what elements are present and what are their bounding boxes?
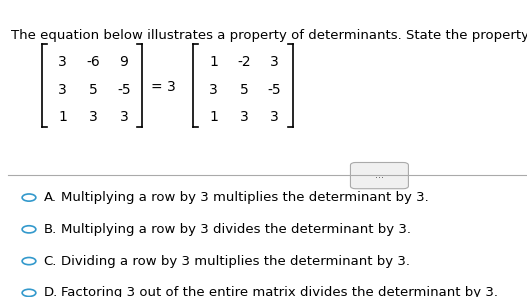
Text: 1: 1 [209,110,218,124]
Text: The equation below illustrates a property of determinants. State the property.: The equation below illustrates a propert… [11,29,527,42]
Text: 1: 1 [58,110,67,124]
Text: Dividing a row by 3 multiplies the determinant by 3.: Dividing a row by 3 multiplies the deter… [61,255,409,268]
Text: 3: 3 [270,55,279,69]
Text: -5: -5 [268,83,281,97]
Text: Multiplying a row by 3 multiplies the determinant by 3.: Multiplying a row by 3 multiplies the de… [61,191,428,204]
Text: 5: 5 [89,83,97,97]
Text: Factoring 3 out of the entire matrix divides the determinant by 3.: Factoring 3 out of the entire matrix div… [61,286,497,297]
Text: B.: B. [44,223,57,236]
Text: -2: -2 [237,55,251,69]
Text: 3: 3 [270,110,279,124]
Text: A.: A. [44,191,57,204]
Text: 3: 3 [120,110,128,124]
Text: 9: 9 [120,55,128,69]
FancyBboxPatch shape [350,162,408,189]
Text: 3: 3 [58,55,67,69]
Text: 3: 3 [58,83,67,97]
Text: D.: D. [44,286,58,297]
Text: 1: 1 [209,55,218,69]
Text: = 3: = 3 [151,80,175,94]
Text: 3: 3 [240,110,248,124]
Text: C.: C. [44,255,57,268]
Text: -6: -6 [86,55,100,69]
Text: Multiplying a row by 3 divides the determinant by 3.: Multiplying a row by 3 divides the deter… [61,223,411,236]
Text: ...: ... [375,170,384,181]
Text: 5: 5 [240,83,248,97]
Text: 3: 3 [89,110,97,124]
Text: 3: 3 [209,83,218,97]
Text: -5: -5 [117,83,131,97]
